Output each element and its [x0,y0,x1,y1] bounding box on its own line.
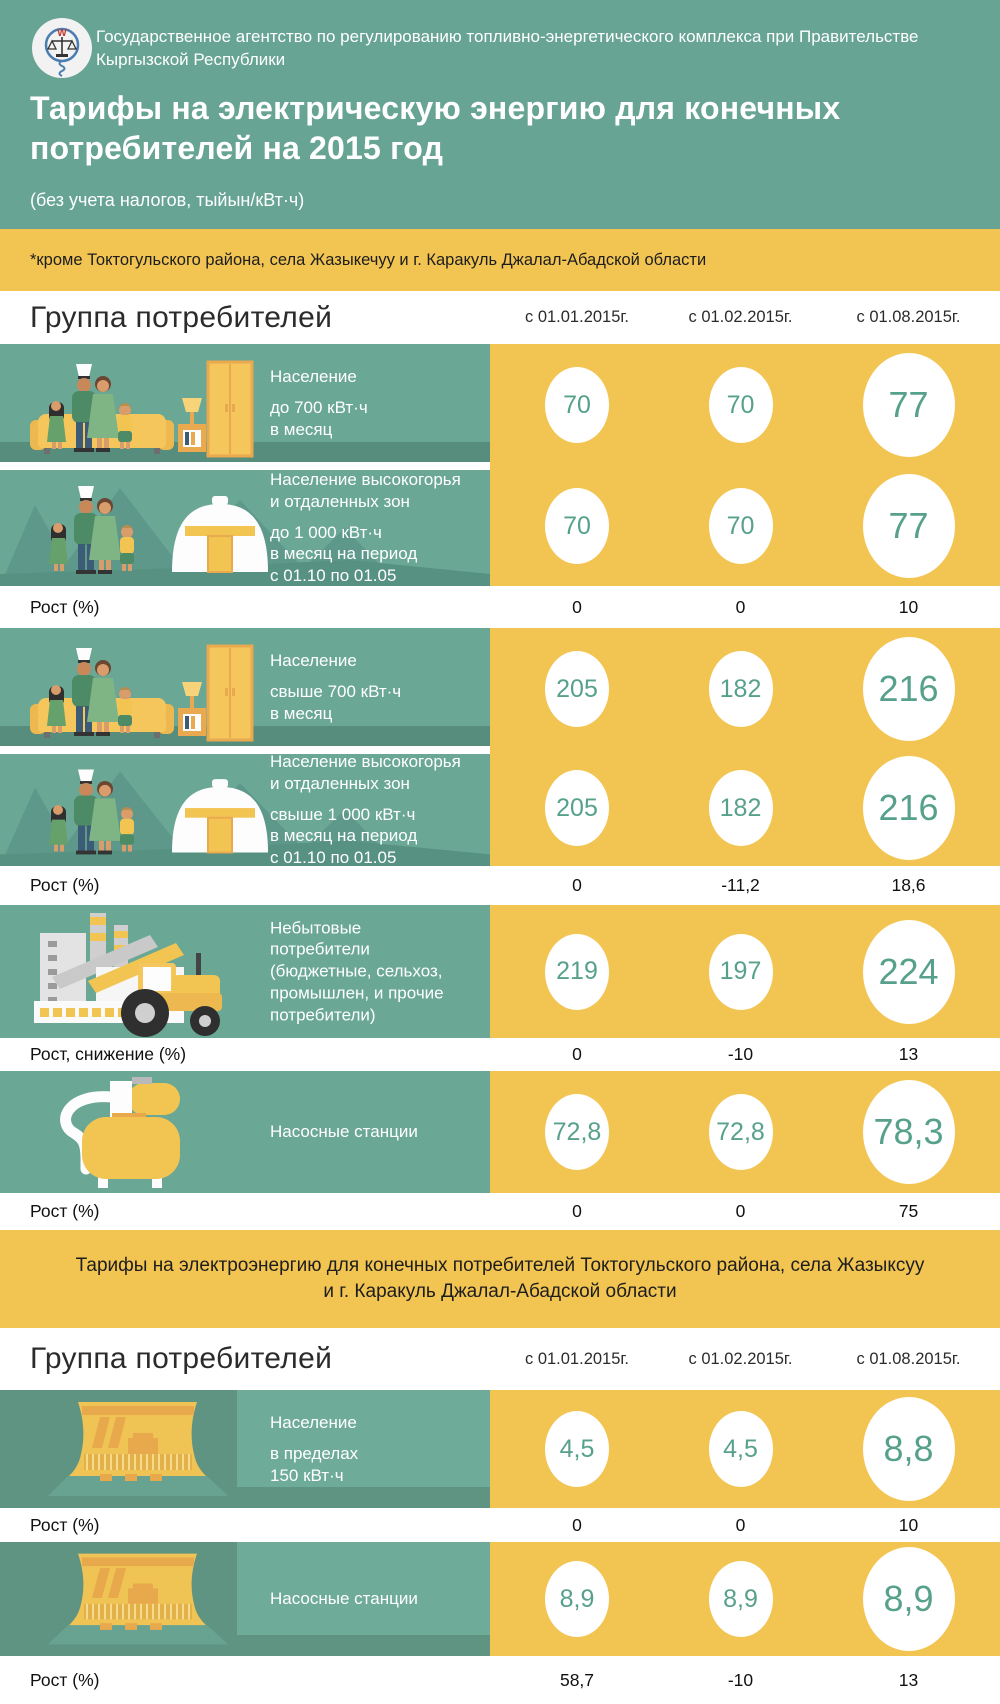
tariff-value: 4,5 [708,1411,773,1487]
growth-row-5: Рост (%) 0 0 10 [0,1508,1000,1542]
growth-row-6: Рост (%) 58,7 -10 13 [0,1656,1000,1704]
tariff-value: 77 [862,353,955,457]
growth-label: Рост (%) [30,875,100,895]
row-non-household: Небытовые потребители (бюджетные, сельхоз,… [0,905,490,1038]
tariff-value: 205 [545,770,609,846]
row-label: Население до 700 кВт·ч в месяц [270,366,368,439]
group-header: Группа потребителей [30,300,333,334]
row-population-within-150: Население в пределах 150 кВт·ч [0,1390,490,1508]
tariff-value: 205 [545,651,609,727]
growth-value: 13 [898,1044,919,1064]
tariff-value: 216 [862,637,955,741]
row-label: Население свыше 700 кВт·ч в месяц [270,650,402,723]
growth-value: 18,6 [891,875,926,895]
tariff-value: 216 [862,756,955,860]
growth-value: 10 [898,1514,919,1535]
growth-value: -10 [727,1044,754,1064]
growth-value: 0 [572,1044,582,1064]
table-row-pair-2: Население свыше 700 кВт·ч в месяц Населен… [0,628,1000,866]
tariff-value: 70 [708,488,773,564]
growth-value: 0 [735,1514,746,1535]
growth-label: Рост (%) [30,596,100,617]
growth-value: 58,7 [559,1669,595,1690]
row-label: Небытовые потребители (бюджетные, сельхоз,… [270,918,444,1025]
section2-title: Тарифы на электроэнергию для конечных по… [75,1255,925,1302]
exclusion-note-band: *кроме Токтогульского района, села Жазык… [0,229,1000,291]
tariff-value: 224 [862,919,955,1024]
table2-row-population-within-150: Население в пределах 150 кВт·ч 4,5 4,5 8,… [0,1390,1000,1508]
tariff-value: 8,9 [708,1561,773,1637]
row-label: Насосные станции [270,1122,418,1142]
table-row-non-household: Небытовые потребители (бюджетные, сельхоз,… [0,905,1000,1038]
svg-text:W: W [57,28,67,39]
row-pumping-stations-region: Насосные станции [0,1542,490,1656]
growth-value: 0 [735,1201,746,1221]
tariff-value: 182 [708,770,773,846]
column-header-3: с 01.08.2015г. [856,308,961,326]
column-header-1: с 01.01.2015г. [524,308,629,326]
tariff-value: 70 [545,488,609,564]
growth-value: 75 [898,1201,919,1221]
tariff-value: 70 [545,367,609,443]
tariff-value: 4,5 [545,1411,609,1487]
table2-row-pumping-stations: Насосные станции 8,9 8,9 8,9 [0,1542,1000,1656]
row-label: Население высокогорья и отдаленных зон до… [270,470,461,586]
row-label: Население в пределах 150 кВт·ч [270,1412,359,1485]
row-population-highland-under-1000: Население высокогорья и отдаленных зон до… [0,470,490,586]
tariff-value: 8,9 [862,1547,955,1651]
column-header-3: с 01.08.2015г. [856,1349,961,1368]
agency-logo-icon: W [32,18,92,78]
label-panel [237,1542,490,1635]
growth-label: Рост (%) [30,1514,100,1535]
table2-header: Группа потребителей с 01.01.2015г. с 01.… [0,1328,1000,1390]
group-header: Группа потребителей [30,1342,333,1375]
row-label: Население высокогорья и отдаленных зон св… [270,754,461,866]
row-population-over-700: Население свыше 700 кВт·ч в месяц [0,628,490,746]
tariff-value: 72,8 [708,1094,773,1170]
tariff-value: 78,3 [862,1080,955,1184]
tariff-value: 219 [545,933,609,1010]
column-header-1: с 01.01.2015г. [524,1349,629,1368]
page-title: Тарифы на электрическую энергию для коне… [30,90,841,166]
column-header-2: с 01.02.2015г. [688,308,793,326]
growth-value: -10 [727,1669,754,1690]
column-header-2: с 01.02.2015г. [688,1349,793,1368]
growth-row-2: Рост (%) 0 -11,2 18,6 [0,866,1000,905]
tariff-value: 72,8 [545,1094,609,1170]
tariff-value: 8,8 [862,1397,955,1501]
header: W Государственное агентство по регулиров… [0,0,1000,229]
table-row-pumping-stations: Насосные станции 72,8 72,8 78,3 [0,1071,1000,1193]
table1-header: Группа потребителей с 01.01.2015г. с 01.… [0,291,1000,344]
agency-name: Государственное агентство по регулирован… [96,27,919,69]
growth-value: -11,2 [721,875,760,895]
growth-value: 0 [572,875,582,895]
growth-row-1: Рост (%) 0 0 10 [0,586,1000,628]
growth-value: 0 [572,1514,582,1535]
tariff-value: 8,9 [545,1561,609,1637]
tariff-value: 77 [862,474,955,578]
growth-label: Рост (%) [30,1201,100,1221]
growth-value: 0 [572,596,582,617]
growth-label: Рост, снижение (%) [30,1044,187,1064]
growth-value: 10 [898,596,919,617]
growth-value: 0 [735,596,746,617]
label-panel [237,1390,490,1487]
row-population-highland-over-1000: Население высокогорья и отдаленных зон св… [0,754,490,866]
exclusion-note: *кроме Токтогульского района, села Жазык… [30,250,707,269]
table-row-pair-1: Население до 700 кВт·ч в месяц Население … [0,344,1000,586]
growth-value: 0 [572,1201,582,1221]
tariff-value: 182 [708,651,773,727]
tariff-value: 70 [708,367,773,443]
growth-label: Рост (%) [30,1669,100,1690]
row-pumping-stations: Насосные станции [0,1071,490,1193]
tariff-value: 197 [708,933,773,1010]
growth-row-4: Рост (%) 0 0 75 [0,1193,1000,1230]
growth-value: 13 [898,1669,919,1690]
section2-title-band: Тарифы на электроэнергию для конечных по… [0,1230,1000,1328]
row-population-under-700: Население до 700 кВт·ч в месяц [0,344,490,462]
growth-row-3: Рост, снижение (%) 0 -10 13 [0,1038,1000,1071]
page-subtitle: (без учета налогов, тыйын/кВт·ч) [30,190,305,210]
row-label: Насосные станции [270,1589,418,1609]
